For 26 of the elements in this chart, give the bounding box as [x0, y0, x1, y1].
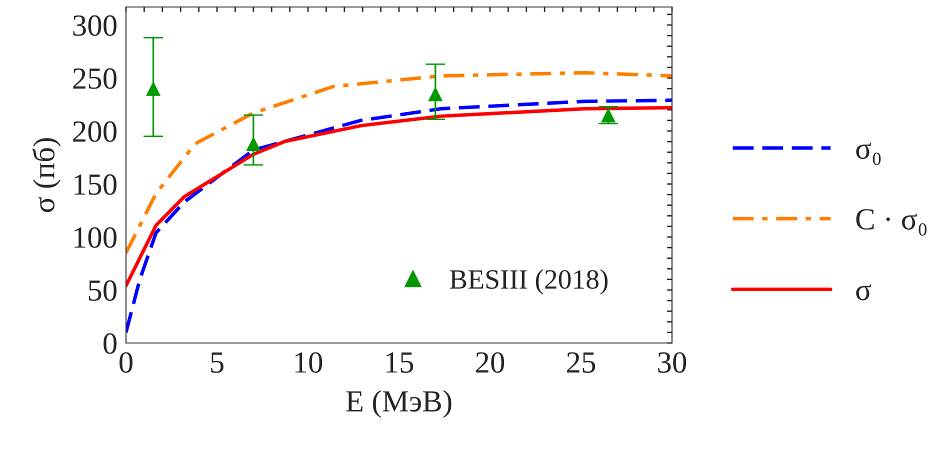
point — [146, 81, 161, 96]
x-tick-label: 10 — [295, 352, 322, 373]
legend-label: C · σ₀ — [856, 209, 927, 236]
x-tick-label: 25 — [567, 352, 596, 373]
x-tick-label: 20 — [476, 352, 504, 373]
x-tick-label: 0 — [120, 352, 132, 373]
legend-label: σ₀ — [856, 143, 881, 166]
x-tick-label: 15 — [386, 352, 414, 373]
legend-label: BESIII (2018) — [450, 269, 608, 294]
y-tick-label: 250 — [73, 68, 116, 89]
point — [428, 86, 443, 102]
x-tick-label: 5 — [211, 352, 224, 373]
y-tick-label: 200 — [73, 121, 116, 142]
x-axis-title: E (МэВ) — [346, 390, 452, 418]
legend-label: σ — [856, 284, 872, 300]
line-series — [126, 98, 672, 334]
line-series — [126, 70, 672, 255]
x-tick-label: 30 — [658, 352, 686, 373]
point — [601, 108, 616, 122]
y-tick-label: 300 — [73, 15, 116, 36]
y-tick-label: 0 — [104, 333, 116, 354]
y-tick-label: 50 — [88, 280, 116, 301]
y-tick-label: 150 — [74, 174, 116, 195]
y-tick-label: 100 — [74, 227, 116, 248]
y-axis-title: σ (пб) — [32, 138, 61, 212]
point — [246, 136, 261, 152]
